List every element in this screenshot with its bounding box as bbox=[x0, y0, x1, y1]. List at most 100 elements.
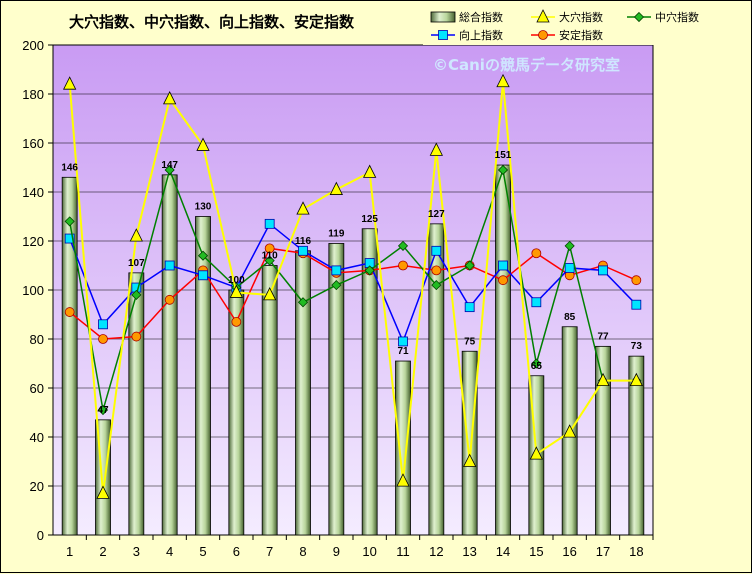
diamond-marker bbox=[497, 164, 509, 176]
triangle-marker bbox=[629, 372, 643, 387]
circle-marker bbox=[164, 294, 175, 305]
triangle-marker bbox=[363, 164, 377, 178]
y-tick-label: 200 bbox=[22, 38, 44, 53]
legend-label: 総合指数 bbox=[459, 10, 503, 24]
x-tick-label: 11 bbox=[396, 544, 410, 559]
x-tick-label: 17 bbox=[596, 544, 610, 559]
x-tick-label: 13 bbox=[462, 544, 476, 559]
diamond-marker bbox=[397, 240, 409, 251]
series-line bbox=[68, 222, 637, 344]
x-tick-label: 6 bbox=[233, 544, 240, 559]
bar-data-label: 107 bbox=[128, 258, 145, 269]
legend-item: 安定指数 bbox=[531, 28, 603, 42]
bar bbox=[495, 164, 511, 536]
bar bbox=[61, 176, 78, 536]
square-marker bbox=[264, 218, 275, 229]
diamond-marker bbox=[633, 11, 645, 23]
bar-data-label: 127 bbox=[428, 209, 445, 220]
chart-title: 大穴指数、中穴指数、向上指数、安定指数 bbox=[69, 13, 355, 31]
bar-data-label: 77 bbox=[597, 331, 609, 342]
legend-item: 向上指数 bbox=[431, 28, 503, 42]
legend-item: 総合指数 bbox=[430, 10, 503, 24]
square-marker bbox=[164, 260, 175, 271]
square-marker bbox=[631, 299, 642, 310]
bar-data-label: 146 bbox=[61, 162, 78, 173]
square-marker bbox=[331, 265, 342, 276]
legend-swatch bbox=[430, 11, 456, 23]
watermark-text: ©Caniの競馬データ研究室 bbox=[433, 56, 620, 74]
square-marker bbox=[531, 297, 542, 308]
bar-data-label: 65 bbox=[531, 361, 543, 372]
y-tick-label: 100 bbox=[22, 283, 44, 298]
bar bbox=[261, 265, 278, 536]
series-line bbox=[68, 81, 637, 494]
bar-data-label: 100 bbox=[228, 275, 245, 286]
data-labels: 146 47 107 147 130 100 110 116 119 125 71 127 75 151 6… bbox=[61, 150, 642, 416]
bar-data-label: 130 bbox=[195, 202, 212, 213]
y-tick-label: 60 bbox=[30, 381, 44, 396]
x-tick-label: 2 bbox=[99, 544, 106, 559]
diamond-marker bbox=[564, 240, 575, 251]
y-tick-label: 140 bbox=[22, 185, 44, 200]
bar bbox=[195, 216, 211, 536]
triangle-marker bbox=[463, 453, 477, 467]
x-tick-label: 5 bbox=[199, 544, 206, 559]
y-tick-label: 40 bbox=[30, 430, 44, 445]
diamond-marker bbox=[164, 164, 175, 176]
triangle-marker bbox=[163, 91, 177, 105]
triangle-marker bbox=[96, 485, 110, 499]
circle-marker bbox=[431, 265, 442, 276]
x-tick-label: 7 bbox=[266, 544, 273, 559]
circle-marker bbox=[264, 243, 275, 254]
circle-marker bbox=[398, 260, 408, 271]
diamond-marker bbox=[131, 289, 142, 300]
x-tick-label: 15 bbox=[529, 544, 543, 559]
bar-data-label: 119 bbox=[328, 228, 345, 239]
gridlines bbox=[53, 93, 653, 487]
bar-data-label: 71 bbox=[397, 346, 409, 357]
bar-data-label: 125 bbox=[361, 214, 378, 225]
series-line bbox=[69, 247, 637, 340]
bar-data-label: 110 bbox=[262, 251, 279, 262]
triangle-marker bbox=[229, 284, 243, 298]
square-marker bbox=[64, 233, 75, 244]
square-marker bbox=[598, 265, 608, 276]
triangle-marker bbox=[536, 9, 550, 23]
legend-label: 大穴指数 bbox=[559, 10, 603, 24]
triangle-marker bbox=[396, 473, 410, 487]
y-tick-label: 120 bbox=[22, 234, 44, 249]
square-marker bbox=[564, 263, 575, 273]
series-triangle bbox=[63, 73, 643, 499]
circle-marker bbox=[538, 30, 548, 40]
triangle-marker bbox=[596, 372, 610, 387]
x-tick-label: 16 bbox=[562, 544, 576, 559]
line-series bbox=[63, 73, 643, 499]
square-marker bbox=[198, 270, 208, 281]
bar bbox=[295, 250, 311, 536]
circle-marker bbox=[231, 316, 242, 327]
bar bbox=[628, 355, 645, 536]
bar-data-label: 116 bbox=[295, 236, 312, 247]
x-tick-label: 14 bbox=[496, 544, 510, 559]
x-tick-label: 3 bbox=[133, 544, 140, 559]
diamond-marker bbox=[64, 216, 75, 227]
x-tick-label: 18 bbox=[629, 544, 643, 559]
legend-label: 安定指数 bbox=[559, 28, 603, 42]
square-marker bbox=[398, 336, 408, 347]
diamond-marker bbox=[431, 280, 442, 291]
bar-data-label: 73 bbox=[631, 341, 643, 352]
square-marker bbox=[498, 260, 508, 271]
bar-data-label: 85 bbox=[564, 312, 576, 323]
bar bbox=[161, 174, 178, 536]
legend-item: 大穴指数 bbox=[531, 9, 603, 24]
legend-box bbox=[423, 7, 745, 45]
triangle-marker bbox=[296, 201, 310, 215]
bar bbox=[461, 350, 478, 536]
x-tick-label: 4 bbox=[166, 544, 173, 559]
y-tick-label: 20 bbox=[30, 479, 44, 494]
triangle-marker bbox=[129, 228, 143, 242]
square-marker bbox=[298, 245, 308, 256]
